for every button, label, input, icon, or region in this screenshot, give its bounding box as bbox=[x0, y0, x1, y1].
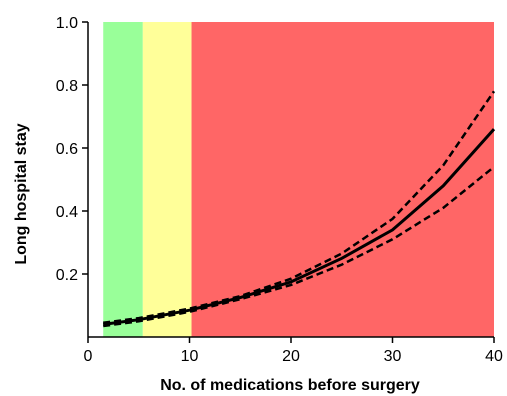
ticks: 0 10 20 30 40 0.2 0.4 0.6 0.8 1.0 bbox=[56, 15, 503, 365]
x-tick-label: 30 bbox=[384, 348, 402, 365]
ci-line-1 bbox=[103, 90, 496, 325]
band-0 bbox=[103, 22, 143, 337]
y-tick-label: 0.4 bbox=[56, 204, 78, 221]
x-tick-label: 0 bbox=[84, 348, 93, 365]
ci-line-2 bbox=[103, 165, 495, 328]
series-lines bbox=[103, 90, 496, 328]
y-tick-label: 0.6 bbox=[56, 141, 78, 158]
x-tick-label: 20 bbox=[282, 348, 300, 365]
y-tick-label: 0.8 bbox=[56, 78, 78, 95]
background-bands bbox=[103, 22, 494, 337]
band-2 bbox=[191, 22, 494, 337]
y-tick-label: 1.0 bbox=[56, 15, 78, 32]
y-axis-title: Long hospital stay bbox=[13, 123, 30, 264]
x-axis-title: No. of medications before surgery bbox=[160, 377, 420, 394]
x-tick-label: 10 bbox=[181, 348, 199, 365]
y-tick-label: 0.2 bbox=[56, 267, 78, 284]
estimate-line bbox=[103, 128, 496, 326]
band-1 bbox=[142, 22, 192, 337]
x-tick-label: 40 bbox=[485, 348, 503, 365]
